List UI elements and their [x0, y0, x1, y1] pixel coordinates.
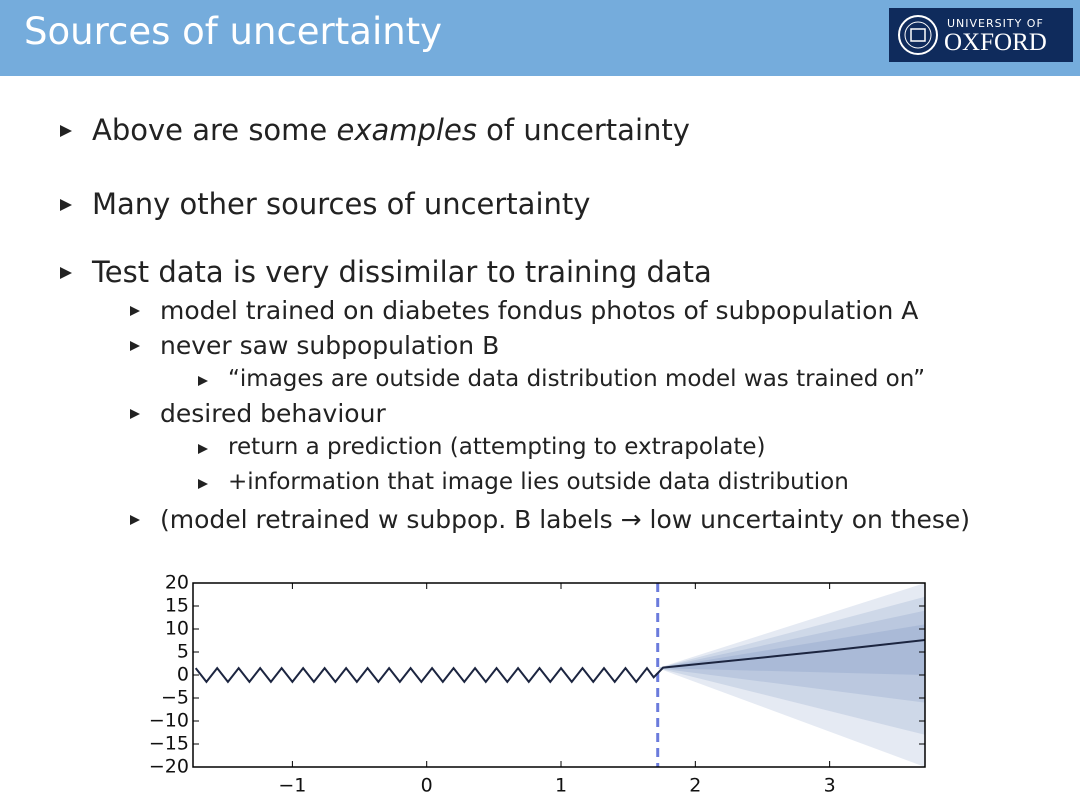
sub-bullet: desired behaviour [160, 399, 386, 428]
y-tick-label: 20 [165, 572, 189, 594]
y-tick-label: 5 [177, 641, 189, 663]
y-tick-label: −5 [161, 687, 189, 709]
logo: UNIVERSITY OF OXFORD [889, 8, 1073, 62]
bullet: Above are some examples of uncertainty [92, 113, 690, 147]
sub-bullet: never saw subpopulation B [160, 331, 500, 360]
slide-title: Sources of uncertainty [24, 10, 443, 53]
uncertainty-band [657, 583, 925, 767]
logo-line-1: UNIVERSITY OF [947, 17, 1044, 30]
sub-sub-bullet: “images are outside data distribution mo… [228, 366, 925, 392]
bullet-marker [198, 444, 208, 454]
sub-sub-bullet: return a prediction (attempting to extra… [228, 434, 766, 460]
bullet: Many other sources of uncertainty [92, 187, 591, 221]
x-tick-label: 3 [824, 775, 836, 797]
bullet-marker [130, 341, 140, 351]
text: Above are some [92, 113, 337, 147]
text: of uncertainty [476, 113, 690, 147]
y-tick-label: −15 [149, 733, 189, 755]
bullet-marker [198, 376, 208, 386]
x-tick-label: 0 [421, 775, 433, 797]
bullet-marker [60, 125, 72, 137]
bullet-marker [130, 515, 140, 525]
sub-sub-bullet: +information that image lies outside dat… [228, 469, 849, 495]
y-tick-label: 15 [165, 595, 189, 617]
bullet-marker [130, 306, 140, 316]
emphasis: examples [336, 113, 477, 147]
crest [898, 15, 938, 55]
bullet-marker [198, 479, 208, 489]
uncertainty-band [657, 610, 925, 703]
sub-bullet: (model retrained w subpop. B labels → lo… [160, 505, 970, 534]
x-tick-label: 2 [689, 775, 701, 797]
x-tick-label: −1 [278, 775, 306, 797]
bullet: Test data is very dissimilar to training… [92, 255, 712, 289]
logo-line-2: OXFORD [944, 29, 1047, 56]
bullet-marker [60, 199, 72, 211]
y-tick-label: 0 [177, 664, 189, 686]
sub-bullet: model trained on diabetes fondus photos … [160, 296, 919, 325]
bullet-marker [130, 409, 140, 419]
y-tick-label: −10 [149, 710, 189, 732]
line [194, 639, 925, 684]
y-tick-label: −20 [149, 756, 189, 778]
x-tick-label: 1 [555, 775, 567, 797]
header-bar: Sources of uncertainty UNIVERSITY OF OXF… [0, 0, 1080, 76]
uncertainty-band [657, 596, 925, 735]
bullet-marker [60, 267, 72, 279]
y-tick-label: 10 [165, 618, 189, 640]
